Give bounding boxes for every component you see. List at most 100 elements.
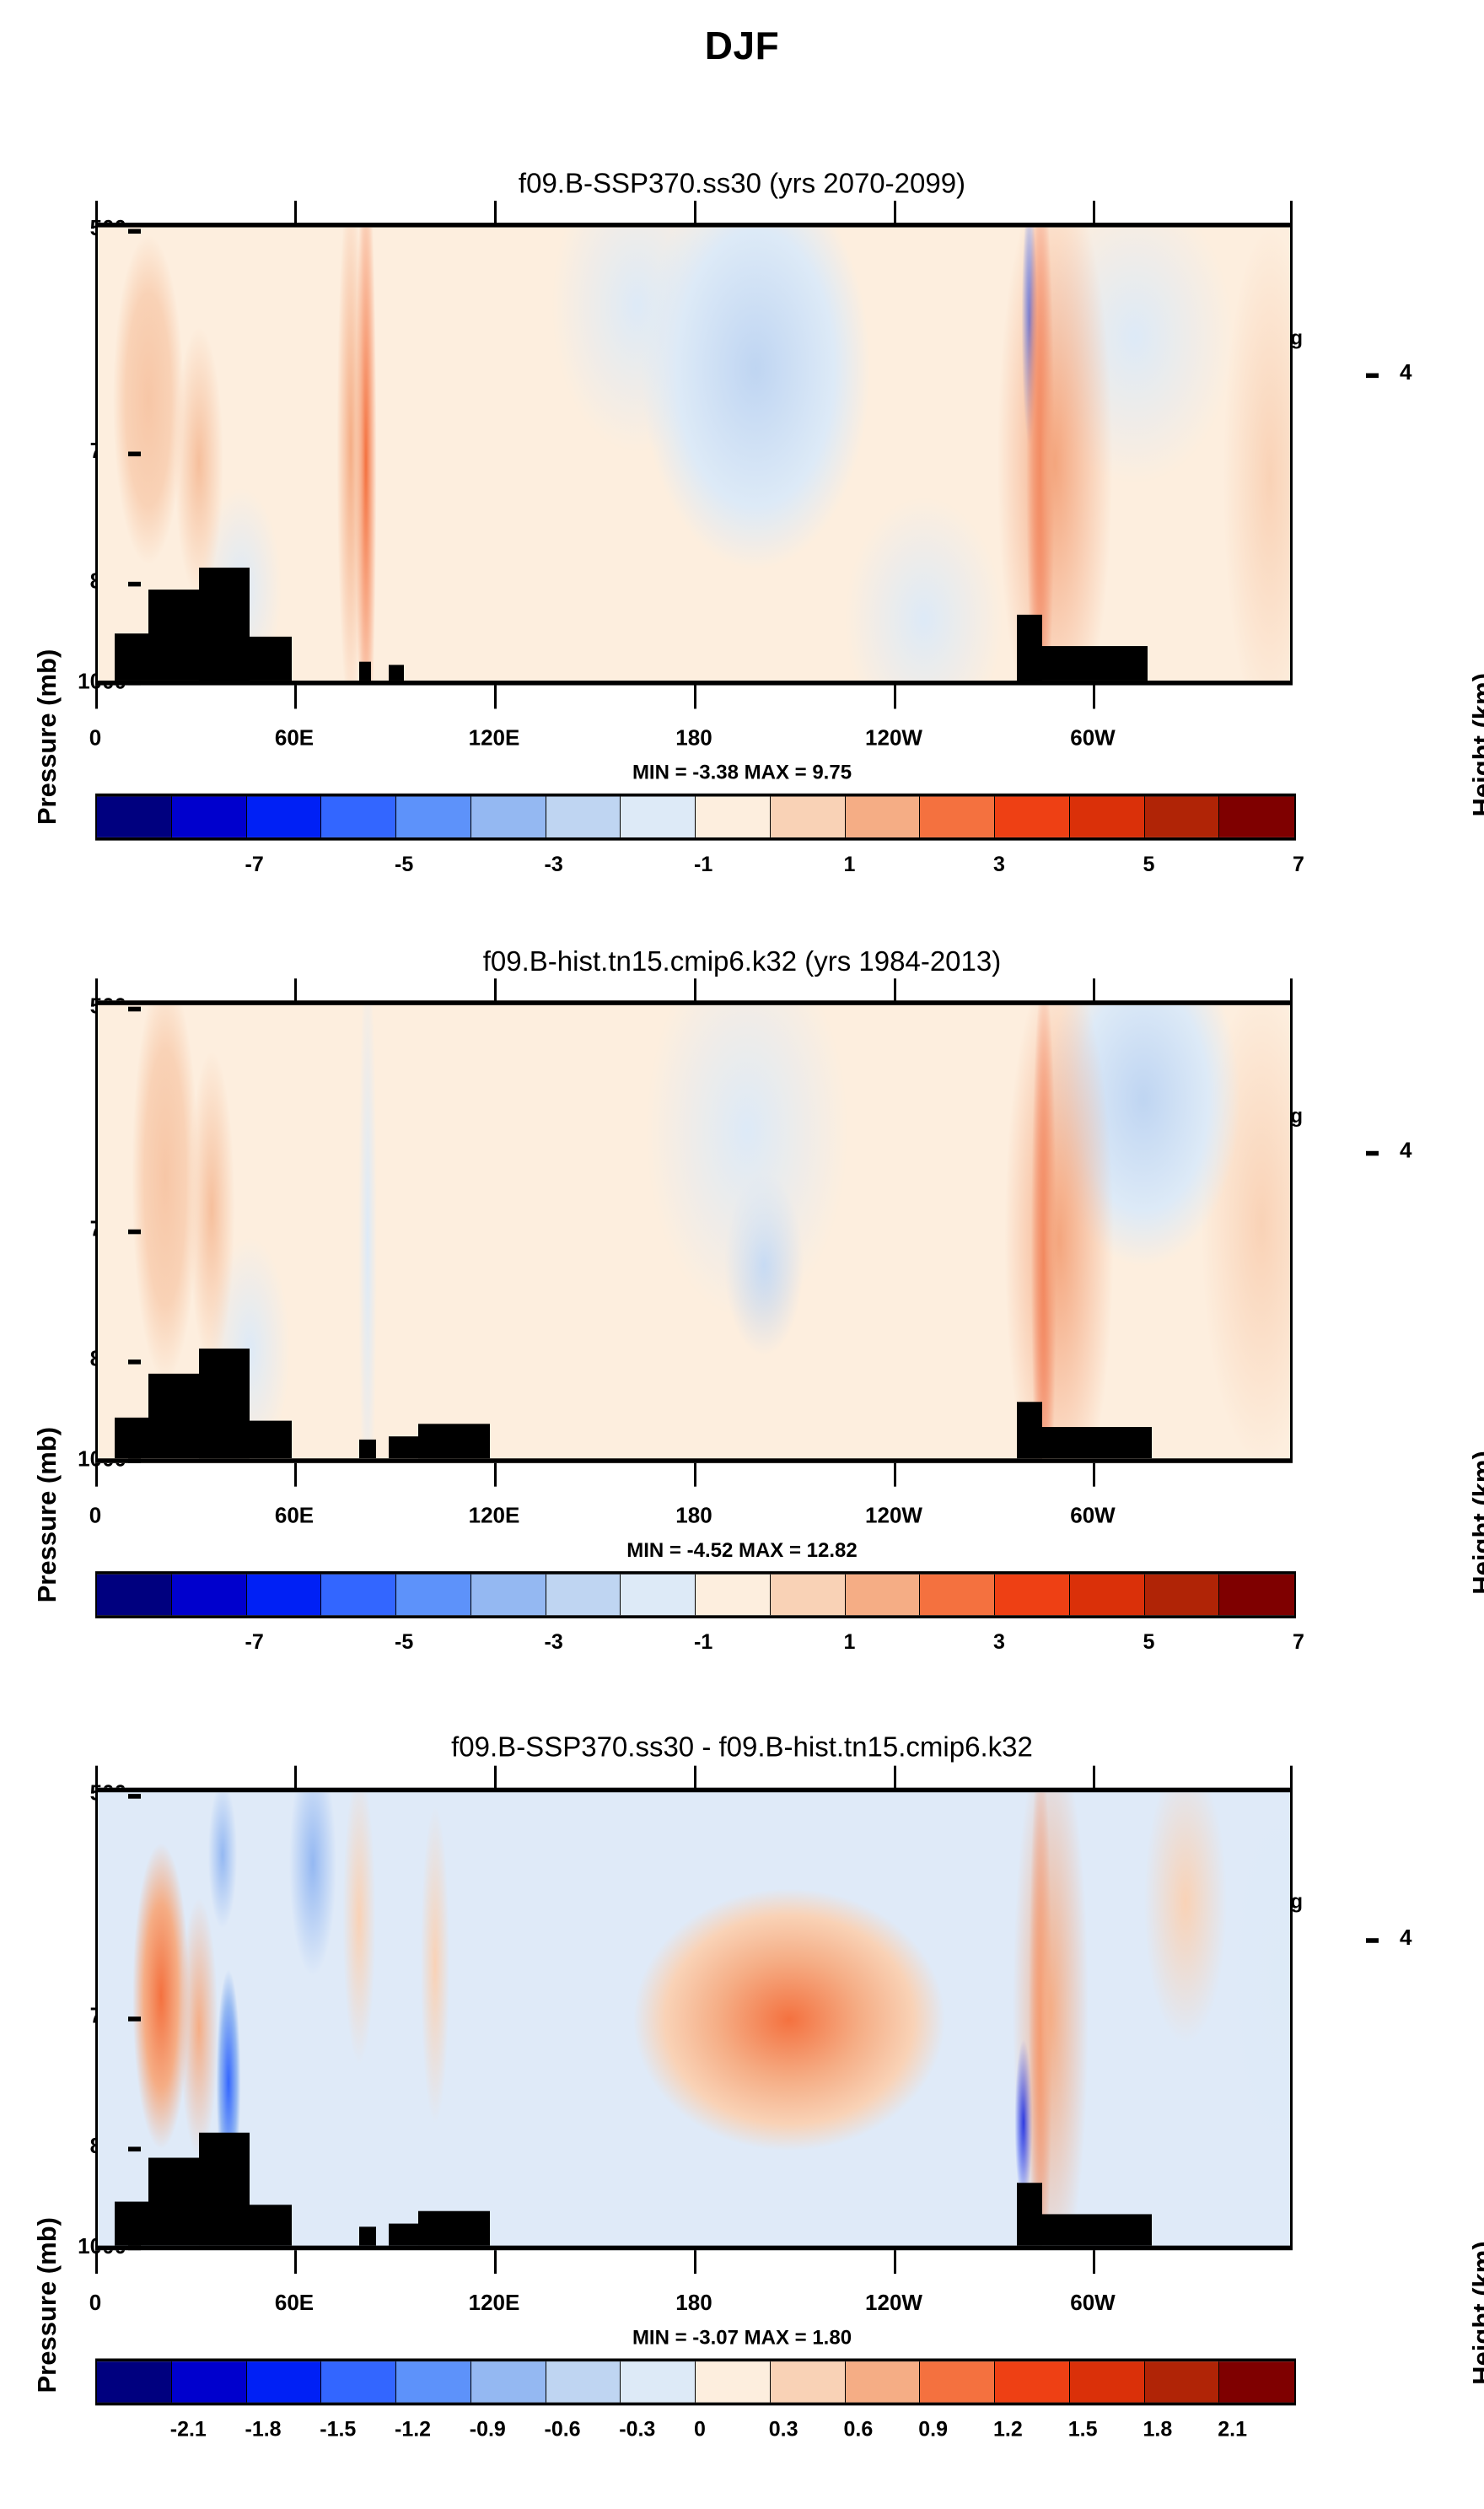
panel-2-xtick-60E: 60E [274,1502,315,1528]
colorbar-swatch [1144,2361,1220,2403]
panel-3-xtick [95,1765,98,1790]
colorbar-tick-label: 1.5 [1067,2417,1098,2442]
colorbar-swatch [546,2361,621,2403]
colorbar-tick-label: -7 [245,852,264,876]
panel-2-ytick-mark [128,1458,141,1463]
panel-2-title: f09.B-hist.tn15.cmip6.k32 (yrs 1984-2013… [482,945,1002,977]
colorbar-swatch [845,2361,921,2403]
panel-1-xtick-60W: 60W [1070,724,1116,751]
colorbar-tick-label: 0.9 [918,2417,949,2442]
colorbar-swatch [1069,2361,1145,2403]
colorbar-swatch [1219,796,1294,837]
panel-1-terrain-mask [389,665,404,681]
panel-3-ytick-mark [128,2146,141,2152]
colorbar-swatch [770,796,846,837]
colorbar-swatch [470,2361,546,2403]
panel-1-xtick-bottom [294,685,297,709]
colorbar-swatch [920,1574,995,1616]
panel-3-xtick-bottom [95,2250,98,2275]
panel-3-terrain-mask [418,2210,490,2246]
panel-1-terrain-mask [199,568,250,681]
panel-3-xtick [494,1765,497,1790]
panel-1-minmax-label: MIN = -3.38 MAX = 9.75 [632,761,852,784]
panel-2-xtick-180: 180 [675,1502,712,1528]
panel-2-xtick-120E: 120E [468,1502,520,1528]
colorbar-swatch [920,796,995,837]
panel-3-ytick-mark [128,2016,141,2022]
colorbar-tick-label: -7 [245,1630,264,1655]
colorbar-swatch [621,1574,696,1616]
panel-1-colorbar [95,793,1296,841]
panel-1-xtick-120E: 120E [468,724,520,751]
colorbar-tick-label: 5 [1143,1630,1155,1655]
panel-3-right-axis-title: Height (km) [1467,2241,1484,2385]
colorbar-tick-label: 0.3 [768,2417,798,2442]
colorbar-swatch [97,1574,172,1616]
panel-1-xtick [894,201,896,224]
colorbar-swatch [1144,1574,1220,1616]
panel-3-right-tick-mark [1366,1938,1379,1943]
panel-1-xtick [494,201,497,224]
colorbar-swatch [321,1574,396,1616]
panel-2-xtick-bottom [694,1462,696,1487]
panel-3-ytick-mark [128,1794,141,1799]
colorbar-swatch [845,1574,921,1616]
panel-1-contour-field [98,227,1290,681]
panel-3-terrain-mask [199,2132,250,2246]
colorbar-tick-label: 7 [1293,852,1304,876]
colorbar-tick-label: -0.6 [544,2417,581,2442]
colorbar-tick-label: -3 [544,852,563,876]
colorbar-tick-label: -1.5 [320,2417,357,2442]
panel-3-contour-field [98,1792,1290,2246]
colorbar-swatch [171,796,247,837]
panel-3-xtick [694,1765,696,1790]
panel-1-ytick-mark [128,451,141,457]
panel-2-terrain-mask [1017,1427,1152,1459]
panel-2-xtick [494,978,497,1003]
panel-3-xtick-bottom [494,2250,497,2275]
panel-2-rtick-4: 4 [1400,1137,1412,1163]
colorbar-tick-label: -0.9 [469,2417,506,2442]
panel-1-xtick-bottom [894,685,896,709]
panel-3-title: f09.B-SSP370.ss30 - f09.B-hist.tn15.cmip… [451,1731,1033,1763]
colorbar-swatch [396,796,471,837]
colorbar-tick-label: -1 [694,852,713,876]
panel-1-xtick [95,201,98,224]
panel-3-xtick [1290,1765,1293,1790]
panel-2-plot-area [95,1000,1293,1463]
panel-3-xtick-120W: 120W [865,2289,922,2315]
panel-3-xtick-120E: 120E [468,2289,520,2315]
panel-1-xtick-0: 0 [89,724,102,751]
panel-1-ytick-mark [128,581,141,587]
panel-3-xtick-0: 0 [89,2289,102,2315]
colorbar-swatch [621,2361,696,2403]
panel-3-xtick-bottom [894,2250,896,2275]
panel-1-xtick-bottom [494,685,497,709]
panel-3-xtick [1093,1765,1095,1790]
panel-1-plot-area [95,223,1293,686]
colorbar-tick-label: -5 [395,852,414,876]
colorbar-swatch [920,2361,995,2403]
panel-2-right-tick-mark [1366,1150,1379,1156]
panel-1-xtick [1290,201,1293,224]
colorbar-swatch [995,1574,1070,1616]
panel-1-ytick-mark [128,229,141,234]
colorbar-tick-label: -1 [694,1630,713,1655]
panel-1-ytick-mark [128,680,141,686]
colorbar-tick-label: 1.8 [1143,2417,1173,2442]
colorbar-swatch [696,796,771,837]
colorbar-tick-label: -3 [544,1630,563,1655]
panel-2-xtick-0: 0 [89,1502,102,1528]
colorbar-tick-label: 2.1 [1218,2417,1248,2442]
panel-2-terrain-mask [115,1417,148,1459]
panel-1-xtick-bottom [1093,685,1095,709]
colorbar-swatch [396,2361,471,2403]
panel-2-colorbar [95,1571,1296,1618]
panel-3-terrain-mask [250,2205,292,2246]
colorbar-swatch [470,796,546,837]
panel-3-terrain-mask [115,2201,148,2246]
colorbar-swatch [1144,796,1220,837]
panel-1-right-tick-mark [1366,373,1379,379]
colorbar-swatch [97,2361,172,2403]
panel-1-xtick-180: 180 [675,724,712,751]
